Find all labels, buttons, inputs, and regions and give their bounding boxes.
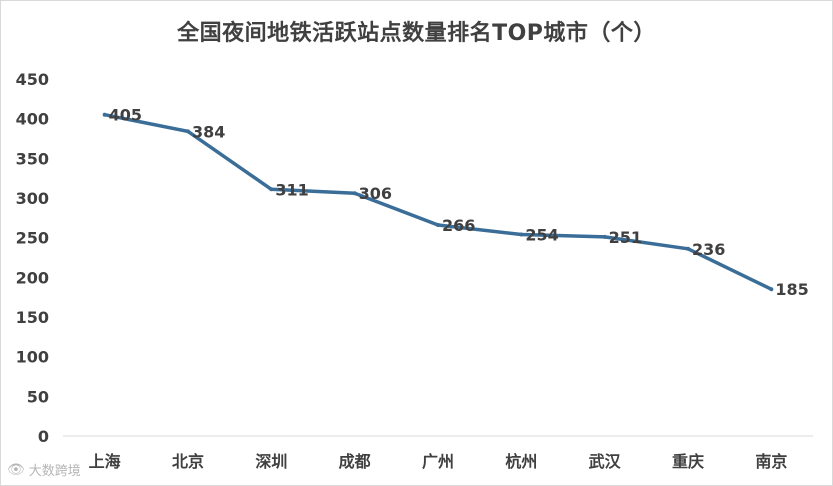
data-label: 405 (109, 106, 142, 125)
y-tick-label: 0 (38, 427, 49, 446)
data-label: 254 (525, 225, 558, 244)
y-tick-label: 400 (16, 110, 49, 129)
x-tick-label: 上海 (89, 452, 121, 471)
chart-title: 全国夜间地铁活跃站点数量排名TOP城市（个） (177, 21, 656, 46)
x-tick-label: 南京 (755, 452, 787, 471)
eye-logo-icon: 👁 (7, 461, 25, 478)
data-point (102, 112, 107, 117)
data-point (602, 234, 607, 239)
data-label: 266 (442, 216, 475, 235)
y-tick-label: 50 (27, 387, 49, 406)
data-point (352, 191, 357, 196)
x-tick-label: 北京 (172, 452, 204, 471)
y-tick-label: 200 (16, 268, 49, 287)
data-label: 251 (609, 228, 642, 247)
watermark-text: 大数跨境 (28, 464, 81, 479)
data-point (186, 129, 190, 134)
data-point (686, 246, 690, 251)
data-label: 311 (275, 180, 308, 199)
x-tick-label: 武汉 (589, 452, 622, 471)
y-tick-label: 150 (16, 308, 49, 327)
y-tick-label: 250 (16, 229, 49, 248)
data-label: 306 (359, 184, 392, 203)
x-tick-label: 成都 (339, 452, 371, 471)
x-tick-label: 广州 (422, 452, 454, 471)
data-point (436, 222, 440, 227)
y-tick-label: 100 (16, 348, 49, 367)
data-label: 185 (775, 280, 808, 299)
data-label: 384 (192, 122, 225, 141)
y-tick-label: 300 (16, 189, 49, 208)
watermark: 👁 大数跨境 (7, 460, 81, 480)
x-tick-label: 杭州 (505, 452, 537, 471)
x-tick-label: 深圳 (255, 452, 287, 471)
x-tick-label: 重庆 (672, 452, 704, 471)
y-tick-label: 350 (16, 149, 49, 168)
data-point (269, 187, 274, 192)
data-point (519, 232, 524, 237)
data-label: 236 (692, 240, 725, 259)
data-point (769, 287, 774, 292)
y-tick-label: 450 (16, 70, 49, 89)
